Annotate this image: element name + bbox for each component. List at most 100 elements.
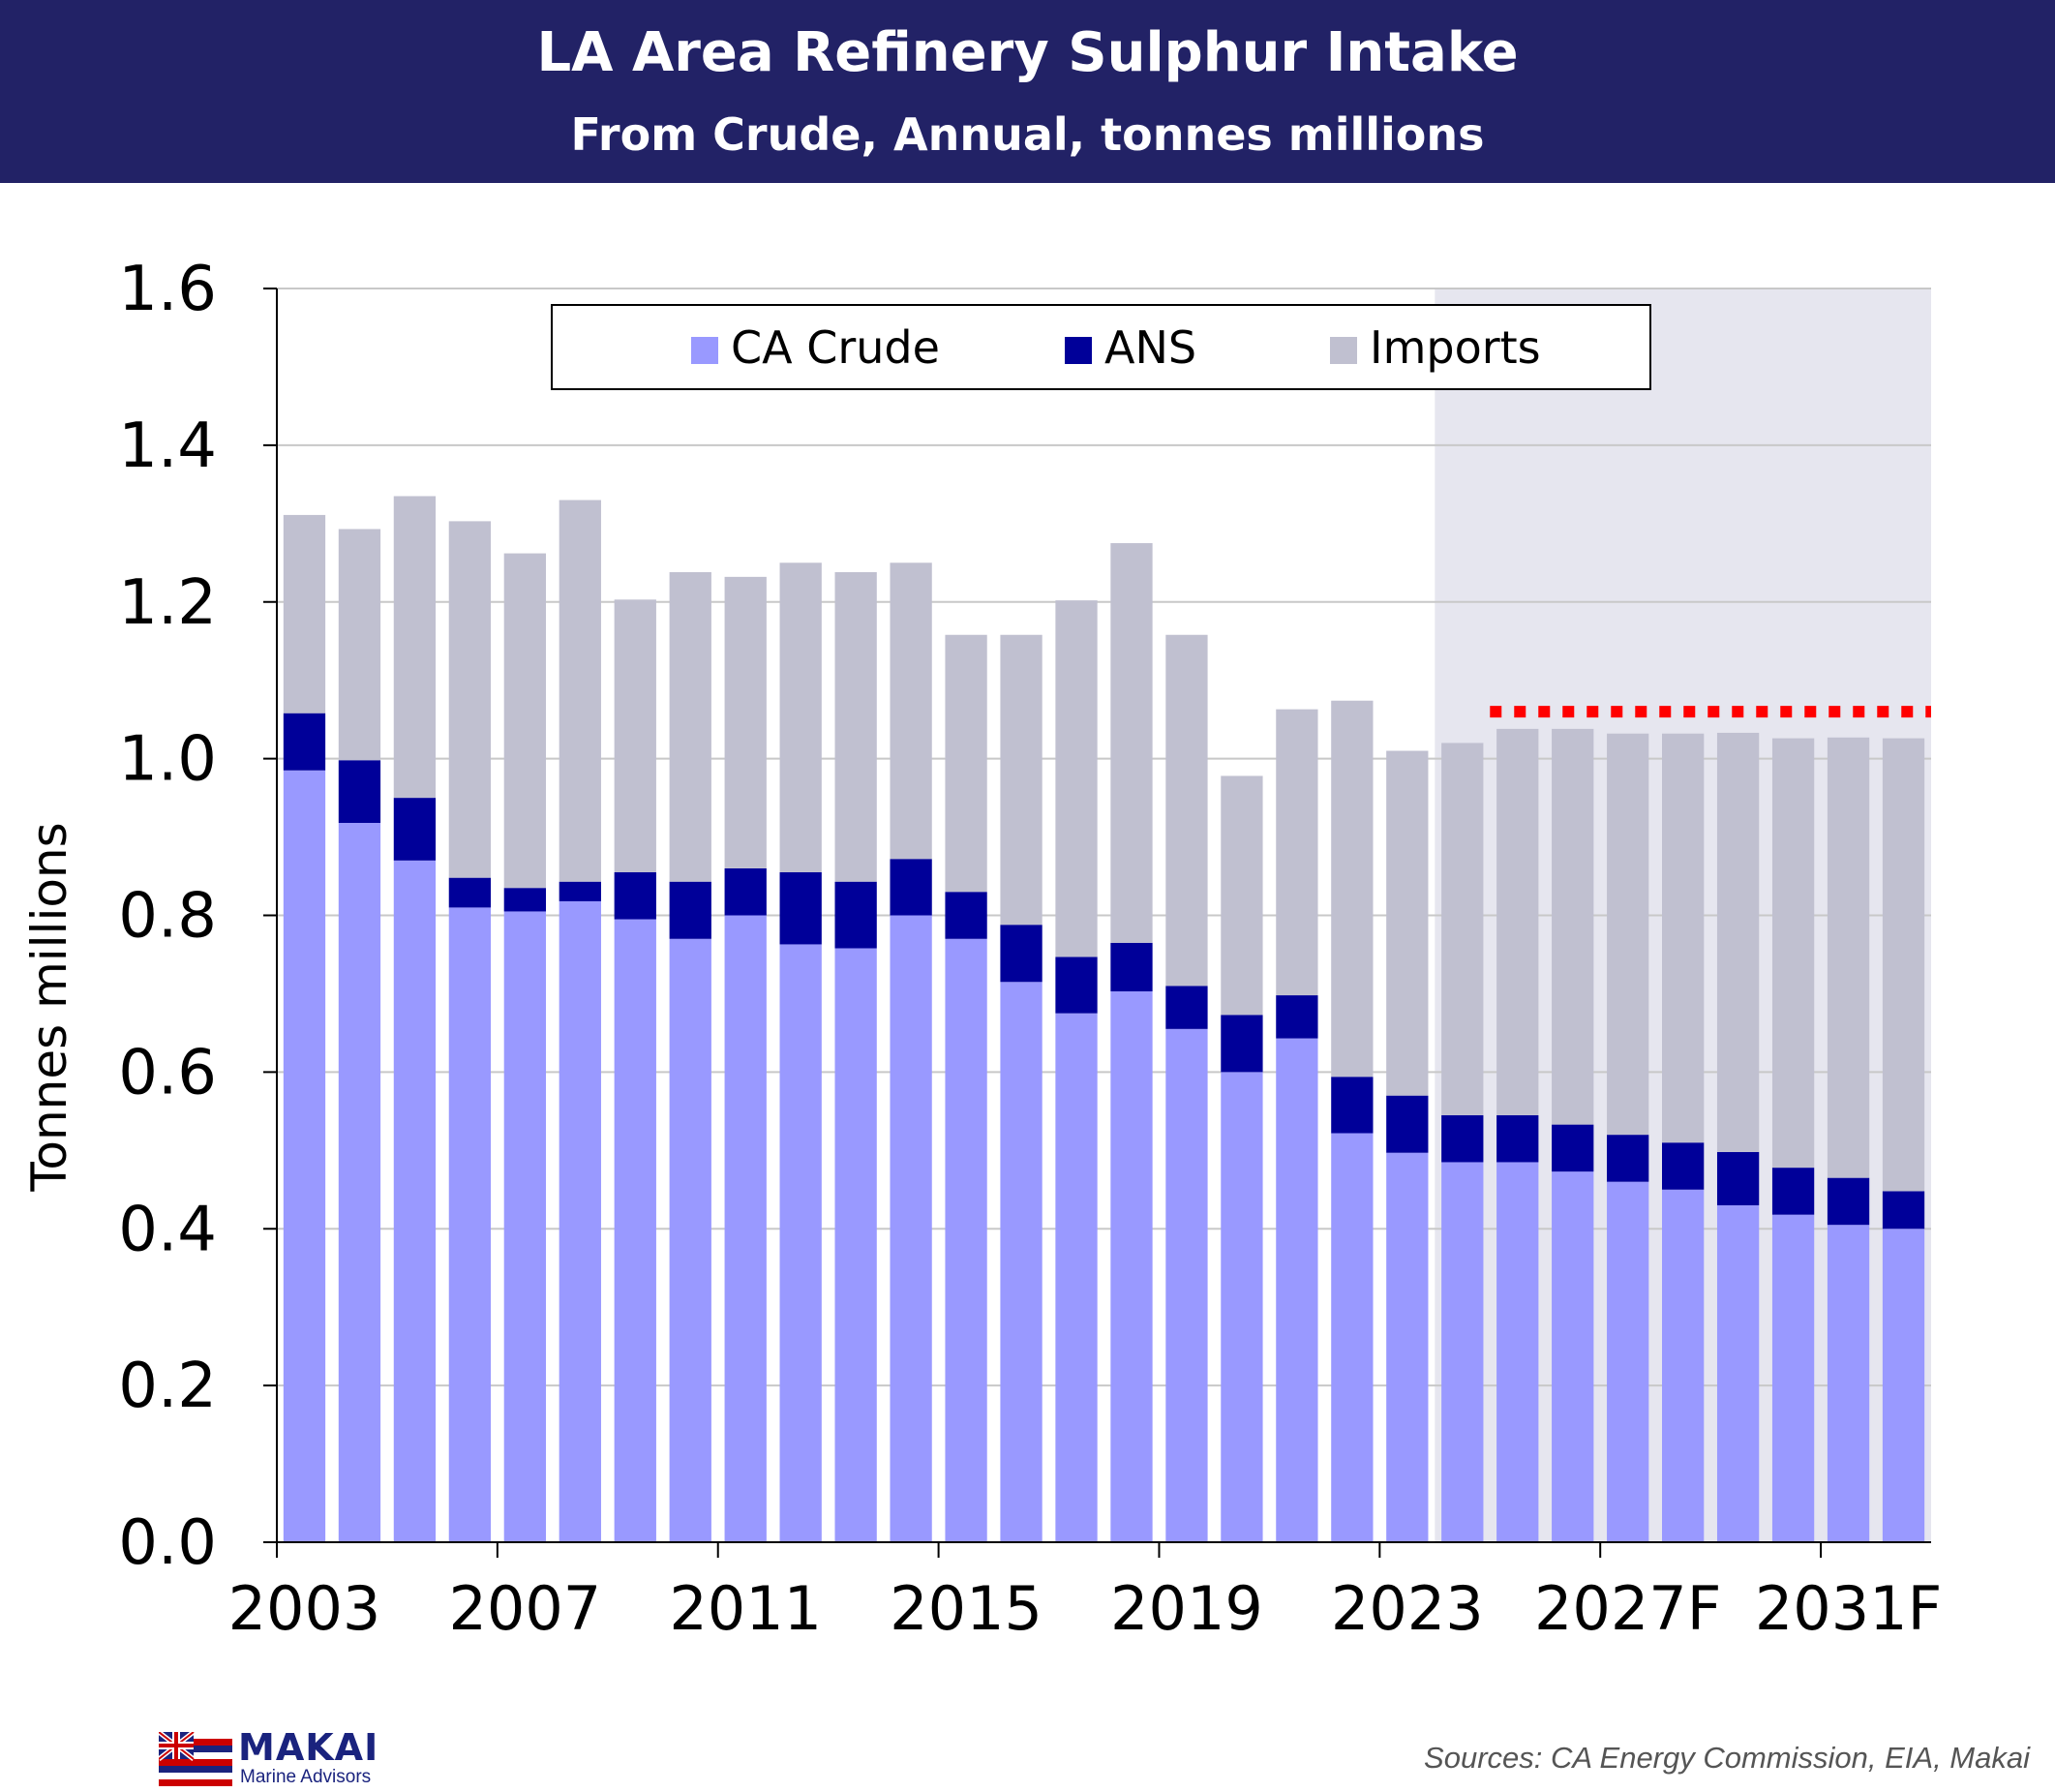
makai-logo: MAKAI Marine Advisors — [159, 1726, 391, 1787]
bar-ans-2027f — [1607, 1135, 1649, 1182]
bar-ca-crude-2018 — [1110, 991, 1153, 1542]
bar-imports-2015 — [945, 634, 987, 893]
bar-ans-2015 — [945, 892, 987, 939]
bar-ans-2004 — [338, 760, 381, 823]
bar-imports-2020 — [1221, 775, 1263, 1016]
y-tick-label-0-6: 0.6 — [118, 1037, 217, 1109]
bar-imports-2021 — [1276, 709, 1318, 996]
bar-imports-2014 — [890, 562, 932, 860]
x-tick-label-2019: 2019 — [1110, 1573, 1263, 1644]
bar-imports-2018 — [1110, 543, 1153, 943]
x-tick-label-2015: 2015 — [890, 1573, 1043, 1644]
bar-ca-crude-2012 — [779, 944, 822, 1542]
bar-imports-2030f — [1771, 738, 1815, 1169]
x-tick-label-2011: 2011 — [669, 1573, 822, 1644]
bar-imports-2023 — [1386, 750, 1429, 1096]
hawaii-flag-icon — [159, 1732, 232, 1786]
bar-imports-2025f — [1496, 728, 1539, 1115]
bar-ca-crude-2021 — [1276, 1038, 1318, 1542]
x-tick-label-2007: 2007 — [448, 1573, 601, 1644]
legend-swatch-imports — [1330, 337, 1357, 364]
bar-imports-2010 — [669, 571, 711, 882]
bar-ans-2011 — [724, 867, 767, 916]
bar-ca-crude-2014 — [890, 915, 932, 1542]
logo-subtitle: Marine Advisors — [240, 1767, 372, 1787]
y-axis-title: Tonnes millions — [21, 822, 77, 1192]
bar-ans-2003 — [283, 713, 326, 771]
legend: CA Crude ANS Imports — [551, 304, 1651, 390]
bar-ca-crude-2019 — [1165, 1028, 1208, 1542]
bar-imports-2029f — [1716, 732, 1760, 1152]
bar-imports-2003 — [283, 514, 326, 714]
bar-imports-2022 — [1331, 700, 1374, 1078]
bar-imports-2008 — [559, 500, 601, 882]
legend-box — [551, 304, 1651, 390]
bar-ans-2028f — [1662, 1142, 1705, 1190]
bar-ans-2007 — [503, 888, 546, 912]
legend-swatch-ans — [1065, 337, 1092, 364]
bar-ca-crude-2007 — [503, 911, 546, 1542]
title-banner: LA Area Refinery Sulphur Intake From Cru… — [0, 0, 2055, 183]
bar-ans-2019 — [1165, 986, 1208, 1029]
chart-subtitle: From Crude, Annual, tonnes millions — [570, 108, 1485, 161]
bar-imports-2019 — [1165, 634, 1208, 987]
bar-ans-2025f — [1496, 1114, 1539, 1163]
bar-ca-crude-2011 — [724, 915, 767, 1542]
bar-ans-2022 — [1331, 1077, 1374, 1134]
bar-ans-2016 — [1000, 925, 1043, 983]
bar-imports-2011 — [724, 576, 767, 868]
bar-ca-crude-2022 — [1331, 1133, 1374, 1542]
bar-imports-2032f — [1882, 738, 1925, 1192]
bar-ca-crude-2032f — [1882, 1229, 1925, 1542]
bar-ca-crude-2030f — [1771, 1214, 1815, 1542]
y-tick-label-1-2: 1.2 — [118, 567, 217, 639]
y-tick-label-1-0: 1.0 — [118, 724, 217, 796]
bar-ca-crude-2016 — [1000, 982, 1043, 1542]
bar-ans-2018 — [1110, 942, 1153, 992]
legend-label-ca-crude: CA Crude — [731, 321, 940, 374]
bar-ans-2009 — [614, 871, 656, 920]
bar-ca-crude-2028f — [1662, 1189, 1705, 1542]
bar-imports-2031f — [1827, 737, 1870, 1178]
bar-ans-2031f — [1827, 1177, 1870, 1226]
bar-ca-crude-2025f — [1496, 1162, 1539, 1542]
bar-ans-2012 — [779, 871, 822, 945]
bar-ans-2024f — [1441, 1114, 1484, 1163]
y-tick-label-0-2: 0.2 — [118, 1351, 217, 1422]
bar-ans-2030f — [1771, 1168, 1815, 1215]
chart-title: LA Area Refinery Sulphur Intake — [536, 21, 1519, 84]
bar-ans-2023 — [1386, 1095, 1429, 1153]
bar-ca-crude-2009 — [614, 919, 656, 1542]
bar-imports-2028f — [1662, 733, 1705, 1143]
bar-imports-2004 — [338, 529, 381, 761]
bar-ans-2005 — [393, 798, 437, 861]
bar-imports-2024f — [1441, 743, 1484, 1115]
bar-ans-2026f — [1552, 1124, 1594, 1172]
bar-ca-crude-2004 — [338, 822, 381, 1542]
x-tick-label-2027f: 2027F — [1534, 1573, 1721, 1644]
bar-ca-crude-2023 — [1386, 1152, 1429, 1542]
bar-imports-2006 — [448, 521, 492, 878]
bar-ca-crude-2005 — [393, 860, 437, 1542]
bar-ca-crude-2027f — [1607, 1181, 1649, 1542]
bar-imports-2017 — [1055, 600, 1098, 957]
chart-svg: 0.0 0.2 0.4 0.6 0.8 1.0 1.2 1.4 1.6 2003 2007 2011… — [21, 254, 1942, 1644]
bar-ans-2029f — [1716, 1151, 1760, 1205]
bar-imports-2005 — [393, 496, 437, 799]
bar-imports-2026f — [1552, 728, 1594, 1125]
bar-ans-2013 — [834, 881, 877, 949]
bar-ca-crude-2031f — [1827, 1225, 1870, 1542]
bar-ca-crude-2026f — [1552, 1171, 1594, 1542]
y-tick-label-0-4: 0.4 — [118, 1194, 217, 1265]
bar-ca-crude-2013 — [834, 948, 877, 1542]
bar-ans-2008 — [559, 881, 601, 901]
bar-ans-2006 — [448, 877, 492, 908]
legend-label-ans: ANS — [1104, 321, 1196, 374]
y-tick-label-1-6: 1.6 — [118, 254, 217, 325]
x-tick-label-2003: 2003 — [228, 1573, 381, 1644]
bar-imports-2027f — [1607, 733, 1649, 1136]
bar-ca-crude-2003 — [283, 770, 326, 1542]
bar-ans-2020 — [1221, 1015, 1263, 1073]
bar-ca-crude-2008 — [559, 900, 601, 1542]
bar-ca-crude-2020 — [1221, 1072, 1263, 1542]
